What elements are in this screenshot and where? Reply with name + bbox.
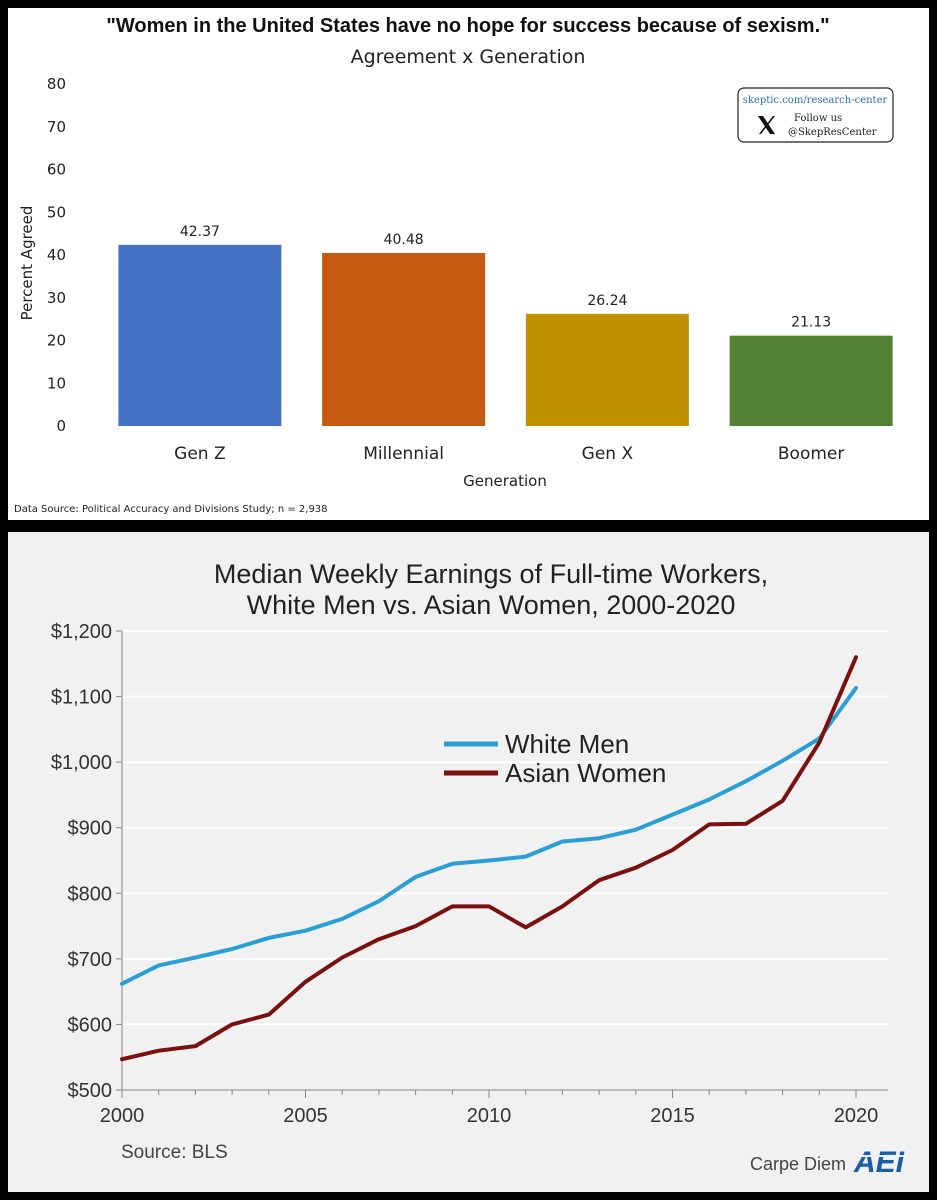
x-tick-label: 2005: [283, 1105, 328, 1127]
y-tick-label: $500: [68, 1080, 113, 1102]
legend-label-white-men: White Men: [505, 729, 629, 759]
data-source-note: Data Source: Political Accuracy and Divi…: [14, 504, 328, 515]
y-tick-label: $800: [68, 883, 113, 905]
data-label: 42.37: [180, 224, 220, 240]
y-tick-label: 0: [56, 417, 66, 435]
x-logo-icon: [758, 116, 775, 134]
data-label: 21.13: [791, 315, 831, 331]
x-tick-label: 2000: [100, 1105, 145, 1127]
bar-gen-z: [118, 244, 282, 426]
data-label: 26.24: [587, 293, 627, 309]
y-tick-label: $700: [68, 949, 113, 971]
series-lines: [120, 655, 858, 1062]
data-label: 40.48: [384, 232, 424, 248]
series-line-white-men: [120, 686, 858, 986]
chart-panel-generation-agreement: "Women in the United States have no hope…: [8, 8, 929, 520]
chart-title-line-2: White Men vs. Asian Women, 2000-2020: [247, 590, 736, 620]
x-tick-label: 2020: [834, 1105, 879, 1127]
y-tick-label: $1,100: [51, 687, 112, 709]
credit-text: Carpe Diem: [750, 1154, 846, 1174]
y-tick-label: $900: [68, 818, 113, 840]
y-tick-label: 20: [47, 332, 66, 350]
chart-title-line-1: Median Weekly Earnings of Full-time Work…: [214, 559, 768, 589]
line-chart-weekly-earnings: Median Weekly Earnings of Full-time Work…: [51, 559, 914, 1179]
follow-badge[interactable]: skeptic.com/research-center Follow us @S…: [737, 87, 894, 143]
x-axis-label: Generation: [463, 472, 547, 490]
chart-subtitle: Agreement x Generation: [351, 46, 586, 68]
x-tick-label: 2015: [650, 1105, 695, 1127]
bar-chart-generation-agreement: "Women in the United States have no hope…: [14, 15, 894, 515]
bars: [118, 244, 893, 426]
chart-panel-weekly-earnings: Median Weekly Earnings of Full-time Work…: [8, 532, 929, 1192]
y-axis-ticks: 0 10 20 30 40 50 60 70 80: [47, 75, 66, 435]
x-tick-label: 2010: [467, 1105, 512, 1127]
chart-title: "Women in the United States have no hope…: [106, 15, 829, 37]
bar-millennial: [322, 252, 486, 426]
x-axis-ticks: Gen Z Millennial Gen X Boomer: [174, 444, 844, 464]
x-tick-label: Boomer: [778, 444, 844, 464]
y-axis-ticks: $500 $600 $700 $800 $900 $1,000 $1,100 $1,200: [51, 621, 123, 1102]
legend-label-asian-women: Asian Women: [505, 758, 666, 788]
gridlines: [122, 630, 888, 1026]
x-tick-label: Millennial: [363, 444, 444, 464]
series-line-asian-women: [120, 655, 858, 1062]
y-tick-label: 10: [47, 374, 66, 392]
y-tick-label: $1,200: [51, 621, 112, 643]
y-tick-label: 70: [47, 118, 66, 136]
x-tick-label: Gen Z: [174, 444, 225, 464]
y-tick-label: $1,000: [51, 752, 112, 774]
bar-gen-x: [525, 313, 689, 426]
badge-follow-text: Follow us: [794, 113, 842, 124]
aei-logo-text: AEI: [853, 1146, 905, 1179]
badge-url[interactable]: skeptic.com/research-center: [743, 95, 888, 106]
y-axis-label: Percent Agreed: [18, 206, 36, 321]
x-axis-ticks: 2000 2005 2010 2015 2020: [100, 1089, 888, 1127]
y-tick-label: 60: [47, 161, 66, 179]
y-tick-label: $600: [68, 1014, 113, 1036]
source-note: Source: BLS: [121, 1142, 228, 1163]
bar-boomer: [729, 335, 893, 426]
y-tick-label: 50: [47, 203, 66, 221]
data-labels: 42.37 40.48 26.24 21.13: [180, 224, 831, 331]
badge-handle: @SkepResCenter: [788, 127, 877, 138]
y-tick-label: 30: [47, 289, 66, 307]
x-tick-label: Gen X: [582, 444, 634, 464]
aei-logo: AEI: [842, 1146, 914, 1179]
y-tick-label: 80: [47, 75, 66, 93]
legend: White Men Asian Women: [444, 729, 666, 788]
badge-frame: [737, 87, 894, 143]
y-tick-label: 40: [47, 246, 66, 264]
